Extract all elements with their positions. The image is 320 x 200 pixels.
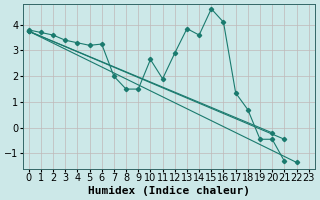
X-axis label: Humidex (Indice chaleur): Humidex (Indice chaleur) xyxy=(88,186,250,196)
